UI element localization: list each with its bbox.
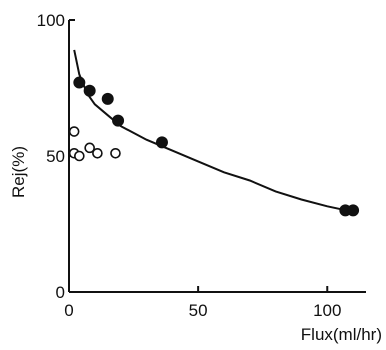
data-point-filled <box>83 84 96 97</box>
data-point-filled <box>73 76 86 89</box>
data-point-open <box>68 126 80 137</box>
x-tick-label: 0 <box>64 301 73 320</box>
data-point-filled <box>155 136 168 149</box>
data-point-open <box>84 142 95 154</box>
data-point-filled <box>101 92 114 105</box>
x-tick-label: 100 <box>313 301 341 320</box>
y-tick-label: 100 <box>37 11 65 30</box>
ticks <box>68 19 329 293</box>
data-point-open <box>92 147 103 159</box>
tick-labels: 0 50 100 0 50 100 <box>37 11 342 320</box>
y-axis-label: Rej(%) <box>9 146 28 198</box>
data-point-open <box>74 150 85 162</box>
data-point-filled <box>112 114 125 127</box>
fit-curve <box>73 49 354 213</box>
x-axis-label: Flux(ml/hr) <box>301 325 382 344</box>
data-point-open <box>110 147 121 159</box>
y-tick-label: 0 <box>56 283 65 302</box>
data-points <box>68 76 360 217</box>
y-tick-label: 50 <box>46 147 65 166</box>
data-point-filled <box>347 204 360 217</box>
x-tick-label: 50 <box>189 301 208 320</box>
